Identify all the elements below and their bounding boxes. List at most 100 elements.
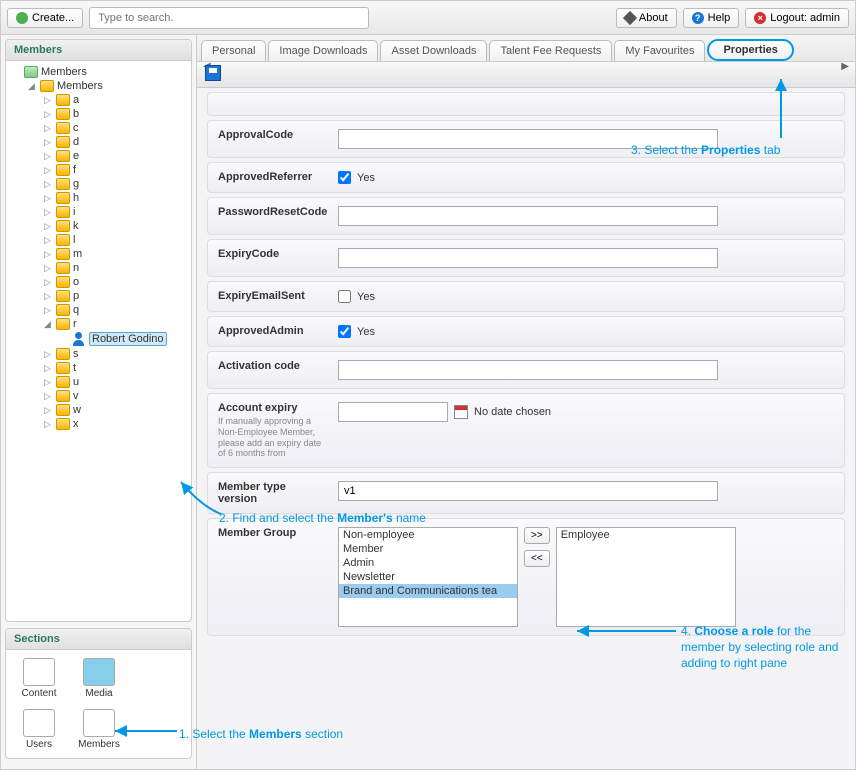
tree-folder-c[interactable]: ▷c: [40, 121, 189, 135]
tabs: ◀ ▶ PersonalImage DownloadsAsset Downloa…: [197, 35, 855, 62]
tree-folder-h[interactable]: ▷h: [40, 191, 189, 205]
folder-icon: [56, 318, 70, 330]
tree-folder-d[interactable]: ▷d: [40, 135, 189, 149]
folder-icon: [56, 150, 70, 162]
tree-folder-b[interactable]: ▷b: [40, 107, 189, 121]
tree-root[interactable]: Members: [8, 65, 189, 79]
tree-folder-i[interactable]: ▷i: [40, 205, 189, 219]
folder-icon: [56, 178, 70, 190]
save-icon[interactable]: [205, 65, 221, 81]
group-option[interactable]: Member: [339, 542, 517, 556]
activation-code-input[interactable]: [338, 360, 718, 380]
folder-icon: [40, 80, 54, 92]
search-input[interactable]: [89, 7, 369, 29]
folder-icon: [56, 376, 70, 388]
media-icon: [83, 658, 115, 686]
approved-referrer-checkbox[interactable]: [338, 171, 351, 184]
about-button[interactable]: About: [616, 8, 677, 28]
tab-properties[interactable]: Properties: [707, 39, 793, 61]
group-option[interactable]: Newsletter: [339, 570, 517, 584]
folder-icon: [24, 66, 38, 78]
form-area: ApprovalCode ApprovedReferrer Yes Passwo…: [197, 88, 855, 769]
tabs-scroll-right[interactable]: ▶: [837, 57, 853, 76]
tree-folder-w[interactable]: ▷w: [40, 403, 189, 417]
tree-folder-n[interactable]: ▷n: [40, 261, 189, 275]
row-member-type-version: Member type version: [207, 472, 845, 514]
folder-icon: [56, 136, 70, 148]
folder-icon: [56, 248, 70, 260]
folder-icon: [56, 290, 70, 302]
password-reset-input[interactable]: [338, 206, 718, 226]
tab-image-downloads[interactable]: Image Downloads: [268, 40, 378, 61]
main: ◀ ▶ PersonalImage DownloadsAsset Downloa…: [197, 35, 855, 769]
help-button[interactable]: ?Help: [683, 8, 740, 28]
group-option[interactable]: Admin: [339, 556, 517, 570]
create-button[interactable]: Create...: [7, 8, 83, 28]
tree-folder-o[interactable]: ▷o: [40, 275, 189, 289]
tree-member-selected[interactable]: Robert Godino: [56, 331, 189, 347]
tree-folder-v[interactable]: ▷v: [40, 389, 189, 403]
tree-folder-a[interactable]: ▷a: [40, 93, 189, 107]
tree-folder-l[interactable]: ▷l: [40, 233, 189, 247]
logout-button[interactable]: ×Logout: admin: [745, 8, 849, 28]
tree-folder-x[interactable]: ▷x: [40, 417, 189, 431]
row-expiry-code: ExpiryCode: [207, 239, 845, 277]
row-approval-code: ApprovalCode: [207, 120, 845, 158]
expiry-code-input[interactable]: [338, 248, 718, 268]
group-option[interactable]: Employee: [557, 528, 735, 542]
sections-panel: Sections ContentMediaUsersMembers: [5, 628, 192, 759]
remove-group-button[interactable]: <<: [524, 550, 550, 567]
members-icon: [83, 709, 115, 737]
members-tree: Members◢Members▷a▷b▷c▷d▷e▷f▷g▷h▷i▷k▷l▷m▷…: [6, 61, 191, 435]
tree-folder-u[interactable]: ▷u: [40, 375, 189, 389]
section-members[interactable]: Members: [74, 709, 124, 750]
tree-folder-g[interactable]: ▷g: [40, 177, 189, 191]
expiry-email-sent-checkbox[interactable]: [338, 290, 351, 303]
folder-icon: [56, 206, 70, 218]
calendar-icon[interactable]: [454, 405, 468, 419]
row-activation-code: Activation code: [207, 351, 845, 389]
folder-icon: [56, 94, 70, 106]
members-panel: Members Members◢Members▷a▷b▷c▷d▷e▷f▷g▷h▷…: [5, 39, 192, 622]
approved-admin-checkbox[interactable]: [338, 325, 351, 338]
section-media[interactable]: Media: [74, 658, 124, 699]
diamond-icon: [623, 10, 637, 24]
tab-talent-fee-requests[interactable]: Talent Fee Requests: [489, 40, 612, 61]
tree-folder-p[interactable]: ▷p: [40, 289, 189, 303]
tree-folder-q[interactable]: ▷q: [40, 303, 189, 317]
member-type-version-input[interactable]: [338, 481, 718, 501]
folder-icon: [56, 362, 70, 374]
section-content[interactable]: Content: [14, 658, 64, 699]
folder-icon: [56, 418, 70, 430]
tree-folder-m[interactable]: ▷m: [40, 247, 189, 261]
logout-icon: ×: [754, 12, 766, 24]
tab-my-favourites[interactable]: My Favourites: [614, 40, 705, 61]
account-expiry-input[interactable]: [338, 402, 448, 422]
help-icon: ?: [692, 12, 704, 24]
form-toolbar: [197, 62, 855, 88]
topbar: Create... About ?Help ×Logout: admin: [1, 1, 855, 35]
members-panel-header: Members: [6, 40, 191, 61]
assigned-groups-listbox[interactable]: Employee: [556, 527, 736, 627]
folder-icon: [56, 122, 70, 134]
group-option[interactable]: Brand and Communications tea: [339, 584, 517, 598]
tab-asset-downloads[interactable]: Asset Downloads: [380, 40, 487, 61]
folder-icon: [56, 348, 70, 360]
folder-icon: [56, 220, 70, 232]
tree-folder-k[interactable]: ▷k: [40, 219, 189, 233]
tree-folder-t[interactable]: ▷t: [40, 361, 189, 375]
available-groups-listbox[interactable]: Non-employeeMemberAdminNewsletterBrand a…: [338, 527, 518, 627]
folder-icon: [56, 390, 70, 402]
folder-icon: [56, 234, 70, 246]
sections-panel-header: Sections: [6, 629, 191, 650]
tree-group[interactable]: ◢Members: [24, 79, 189, 93]
tree-folder-f[interactable]: ▷f: [40, 163, 189, 177]
tree-folder-s[interactable]: ▷s: [40, 347, 189, 361]
section-users[interactable]: Users: [14, 709, 64, 750]
approval-code-input[interactable]: [338, 129, 718, 149]
group-option[interactable]: Non-employee: [339, 528, 517, 542]
tree-folder-e[interactable]: ▷e: [40, 149, 189, 163]
add-group-button[interactable]: >>: [524, 527, 550, 544]
row-expiry-email-sent: ExpiryEmailSent Yes: [207, 281, 845, 312]
tree-folder-r[interactable]: ◢r: [40, 317, 189, 331]
